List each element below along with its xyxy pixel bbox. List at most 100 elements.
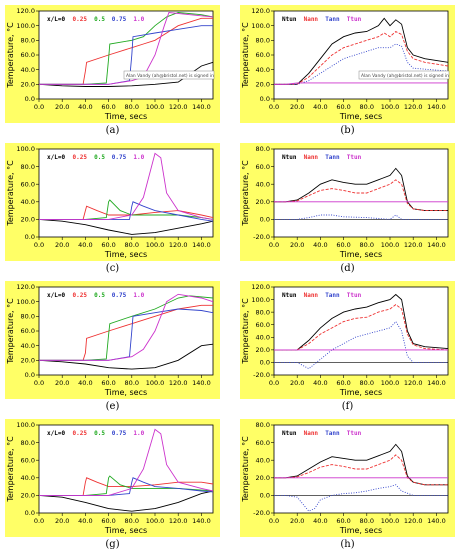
y-tick-label: -20.0 — [253, 509, 270, 517]
y-axis-label: Temperature, °C — [6, 160, 15, 227]
x-tick-label: 140.0 — [192, 103, 211, 111]
x-tick-label: 100.0 — [146, 103, 165, 111]
y-tick-label: 0.0 — [25, 233, 35, 241]
legend-entry: Ttun — [347, 430, 362, 437]
y-tick-label: 100.0 — [251, 296, 270, 304]
x-tick-label: 20.0 — [290, 379, 304, 387]
chart-b: 0.0 20.0 40.0 60.0 80.0 100.0 120.0 140.0 0.0 20.… — [240, 5, 455, 123]
y-tick-label: 40.0 — [21, 66, 35, 74]
y-tick-label: 40.0 — [256, 66, 270, 74]
chart-a: 0.0 20.0 40.0 60.0 80.0 100.0 120.0 140.0 0.0 20.… — [5, 5, 220, 123]
y-tick-label: 80.0 — [256, 37, 270, 45]
y-tick-label: 20.0 — [256, 474, 270, 482]
y-tick-label: 120.0 — [251, 283, 270, 291]
x-tick-label: 20.0 — [290, 517, 304, 525]
x-tick-label: 80.0 — [360, 103, 374, 111]
x-axis-label: Time, secs — [104, 112, 147, 121]
x-tick-label: 60.0 — [336, 103, 350, 111]
legend-entry: Tann — [325, 16, 340, 23]
legend-entry: x/L=0 — [47, 16, 65, 23]
x-tick-label: 0.0 — [269, 103, 279, 111]
x-tick-label: 140.0 — [192, 379, 211, 387]
series-line-nann — [274, 454, 448, 486]
series-line-1-0 — [39, 428, 214, 496]
legend-entry: Nann — [304, 292, 319, 299]
x-tick-label: 80.0 — [360, 517, 374, 525]
y-tick-label: 20.0 — [21, 81, 35, 89]
legend-entry: Tann — [325, 292, 340, 299]
legend-entry: 0.5 — [94, 16, 105, 23]
legend-entry: 0.5 — [94, 430, 105, 437]
panel-caption: (b) — [340, 125, 355, 136]
x-tick-label: 20.0 — [55, 241, 69, 249]
legend-entry: Ttun — [347, 292, 362, 299]
legend-entry: Nann — [304, 16, 319, 23]
y-tick-label: 0.0 — [25, 509, 35, 517]
y-tick-label: 60.0 — [256, 321, 270, 329]
chart-panel-h: 0.0 20.0 40.0 60.0 80.0 100.0 120.0 140.0 -20.0 0… — [240, 419, 455, 537]
x-tick-label: 140.0 — [427, 103, 446, 111]
annotation-text: Alan Vandy (ah@bristol.net) is signed in — [361, 73, 449, 79]
x-axis-label: Time, secs — [339, 526, 382, 535]
x-tick-label: 40.0 — [78, 103, 92, 111]
y-tick-label: 100.0 — [16, 22, 35, 30]
y-tick-label: 0.0 — [260, 492, 270, 500]
x-tick-label: 100.0 — [146, 379, 165, 387]
series-line-x-l-0 — [38, 490, 214, 512]
y-tick-label: 20.0 — [256, 346, 270, 354]
chart-panel-e: 0.0 20.0 40.0 60.0 80.0 100.0 120.0 140.0 0.0 20.… — [5, 281, 220, 399]
y-tick-label: 40.0 — [256, 333, 270, 341]
y-tick-label: 20.0 — [21, 216, 35, 224]
x-tick-label: 60.0 — [101, 379, 115, 387]
legend-entry: 1.0 — [133, 16, 144, 23]
y-axis-label: Temperature, °C — [6, 436, 15, 503]
legend-entry: Ntun — [282, 154, 297, 161]
chart-panel-b: 0.0 20.0 40.0 60.0 80.0 100.0 120.0 140.0 0.0 20.… — [240, 5, 455, 123]
y-tick-label: 120.0 — [16, 7, 35, 15]
y-tick-label: 40.0 — [21, 474, 35, 482]
legend-entry: 0.25 — [73, 16, 88, 23]
y-axis-label: Temperature, °C — [241, 298, 250, 365]
y-axis-label: Temperature, °C — [241, 160, 250, 227]
y-tick-label: 80.0 — [21, 163, 35, 171]
legend-entry: Ttun — [347, 154, 362, 161]
chart-d: 0.0 20.0 40.0 60.0 80.0 100.0 120.0 140.0-20.00… — [240, 143, 455, 261]
y-tick-label: 40.0 — [256, 180, 270, 188]
y-tick-label: 120.0 — [251, 7, 270, 15]
y-tick-label: 20.0 — [21, 357, 35, 365]
panel-caption: (a) — [105, 125, 120, 136]
x-tick-label: 100.0 — [381, 517, 400, 525]
x-tick-label: 40.0 — [313, 241, 327, 249]
x-tick-label: 80.0 — [360, 379, 374, 387]
x-tick-label: 100.0 — [381, 103, 400, 111]
legend-entry: x/L=0 — [47, 292, 65, 299]
chart-panel-a: 0.0 20.0 40.0 60.0 80.0 100.0 120.0 140.0 0.0 20.… — [5, 5, 220, 123]
series-line-1-0 — [39, 152, 214, 220]
legend-entry: 0.5 — [94, 154, 105, 161]
legend-entry: Tann — [325, 430, 340, 437]
chart-c: 0.0 20.0 40.0 60.0 80.0 100.0 120.0 140.0 0.0 20.… — [5, 143, 220, 261]
x-tick-label: 120.0 — [169, 241, 188, 249]
x-tick-label: 0.0 — [269, 517, 279, 525]
legend-entry: 1.0 — [133, 292, 144, 299]
y-tick-label: 80.0 — [21, 313, 35, 321]
x-tick-label: 60.0 — [101, 103, 115, 111]
series-line-nann — [274, 30, 449, 85]
y-tick-label: 20.0 — [21, 492, 35, 500]
y-axis-label: Temperature, °C — [241, 436, 250, 503]
series-line-ntun — [274, 17, 449, 85]
panel-caption: (e) — [105, 401, 120, 412]
y-tick-label: 40.0 — [21, 198, 35, 206]
annotation-box — [123, 70, 215, 80]
y-tick-label: -20.0 — [253, 233, 270, 241]
x-tick-label: 0.0 — [269, 379, 279, 387]
y-axis-label: Temperature, °C — [241, 22, 250, 89]
panel-caption: (g) — [105, 539, 120, 550]
x-tick-label: 40.0 — [313, 379, 327, 387]
series-line-x-l-0 — [38, 218, 214, 235]
series-line-ntun — [274, 167, 448, 212]
y-tick-label: 60.0 — [21, 180, 35, 188]
series-line-nann — [274, 304, 449, 351]
x-tick-label: 60.0 — [336, 241, 350, 249]
x-tick-label: 80.0 — [360, 241, 374, 249]
